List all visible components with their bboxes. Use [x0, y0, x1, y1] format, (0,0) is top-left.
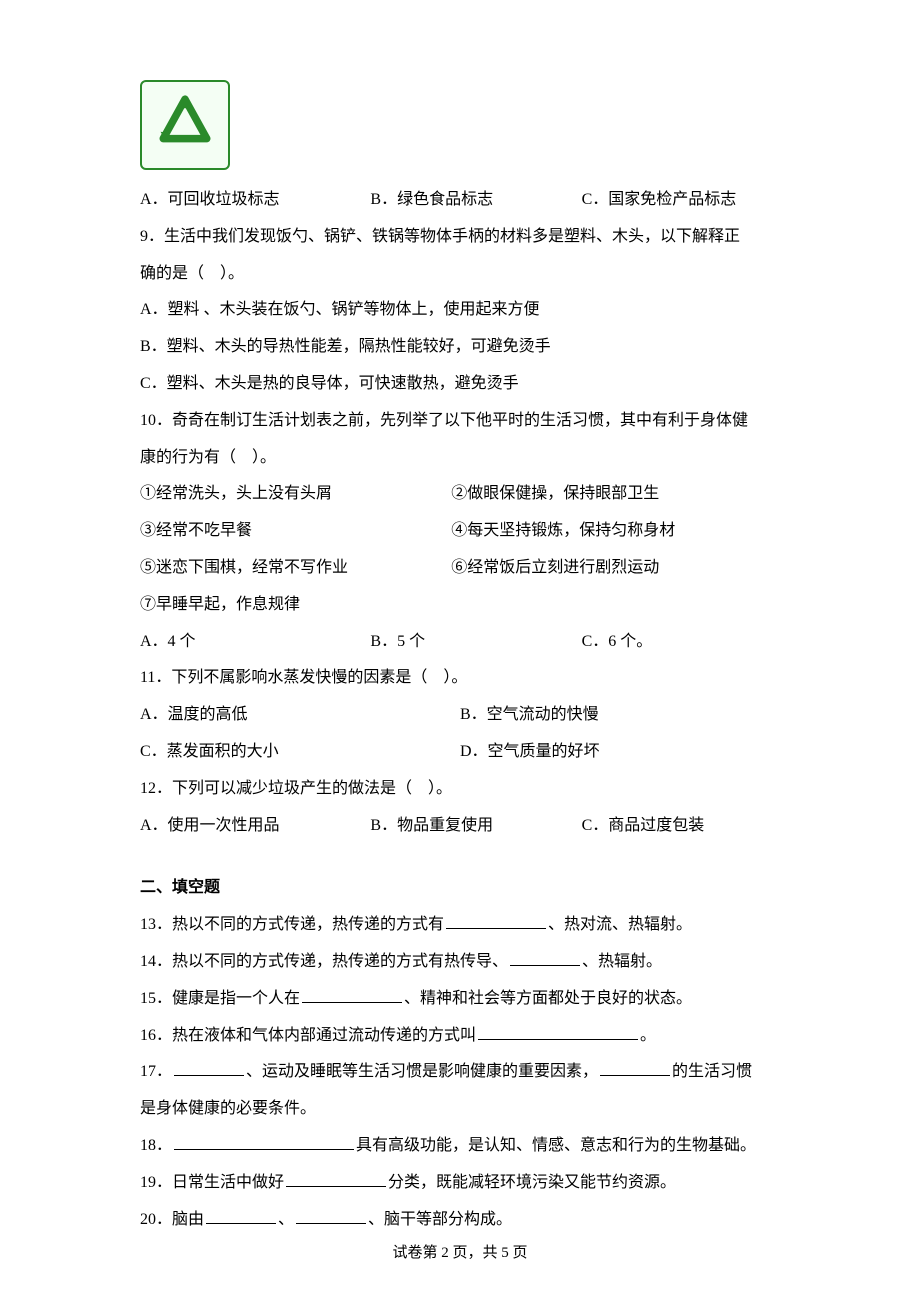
q10-item7: ⑦早睡早起，作息规律 [140, 587, 780, 624]
page-footer: 试卷第 2 页，共 5 页 [0, 1241, 920, 1262]
q10-item5: ⑤迷恋下围棋，经常不写作业 [140, 550, 447, 587]
q17-line1: 17． 、运动及睡眠等生活习惯是影响健康的重要因素， 的生活习惯 [140, 1054, 780, 1091]
q15: 15．健康是指一个人在 、精神和社会等方面都处于良好的状态。 [140, 981, 780, 1018]
q15-blank [302, 987, 402, 1003]
q10-row3: ⑤迷恋下围棋，经常不写作业 ⑥经常饭后立刻进行剧烈运动 [140, 550, 780, 587]
q15-a: 15．健康是指一个人在 [140, 990, 300, 1007]
section-2-title: 二、填空题 [140, 870, 780, 907]
q15-b: 、精神和社会等方面都处于良好的状态。 [404, 990, 692, 1007]
q13: 13．热以不同的方式传递，热传递的方式有 、热对流、热辐射。 [140, 907, 780, 944]
q14-a: 14．热以不同的方式传递，热传递的方式有热传导、 [140, 953, 508, 970]
q9-opt-b: B．塑料、木头的导热性能差，隔热性能较好，可避免烫手 [140, 329, 780, 366]
q10-opt-c: C．6 个。 [582, 624, 780, 661]
q18-b: 具有高级功能，是认知、情感、意志和行为的生物基础。 [356, 1137, 756, 1154]
recycle-triangle-icon [151, 91, 219, 159]
q20-c: 、脑干等部分构成。 [368, 1211, 512, 1228]
q9-stem-2: 确的是（ ）。 [140, 256, 780, 293]
q11-stem: 11．下列不属影响水蒸发快慢的因素是（ ）。 [140, 660, 780, 697]
q13-blank [446, 913, 546, 929]
recycle-icon [140, 80, 230, 170]
q10-item2: ②做眼保健操，保持眼部卫生 [451, 485, 659, 502]
q16-blank [478, 1024, 638, 1040]
q12-opt-a: A．使用一次性用品 [140, 808, 370, 845]
q8-opt-c: C．国家免检产品标志 [582, 182, 780, 219]
q11-opt-b: B．空气流动的快慢 [460, 697, 780, 734]
q11-opt-d: D．空气质量的好坏 [460, 734, 780, 771]
q17-line2: 是身体健康的必要条件。 [140, 1091, 780, 1128]
q16: 16．热在液体和气体内部通过流动传递的方式叫 。 [140, 1018, 780, 1055]
q17-b: 、运动及睡眠等生活习惯是影响健康的重要因素， [246, 1063, 598, 1080]
q16-a: 16．热在液体和气体内部通过流动传递的方式叫 [140, 1027, 476, 1044]
q8-opt-a: A．可回收垃圾标志 [140, 182, 370, 219]
q10-item6: ⑥经常饭后立刻进行剧烈运动 [451, 559, 659, 576]
q11-opt-c: C．蒸发面积的大小 [140, 734, 460, 771]
q20: 20．脑由 、 、脑干等部分构成。 [140, 1202, 780, 1239]
q14-blank [510, 950, 580, 966]
q12-opt-b: B．物品重复使用 [370, 808, 581, 845]
q10-item3: ③经常不吃早餐 [140, 513, 447, 550]
page-content: A．可回收垃圾标志 B．绿色食品标志 C．国家免检产品标志 9．生活中我们发现饭… [0, 0, 920, 1278]
q10-opt-a: A．4 个 [140, 624, 370, 661]
q19-a: 19．日常生活中做好 [140, 1174, 284, 1191]
q10-stem-2: 康的行为有（ ）。 [140, 440, 780, 477]
q12-opt-c: C．商品过度包装 [582, 808, 780, 845]
q10-row1: ①经常洗头，头上没有头屑 ②做眼保健操，保持眼部卫生 [140, 476, 780, 513]
q10-options: A．4 个 B．5 个 C．6 个。 [140, 624, 780, 661]
q8-options: A．可回收垃圾标志 B．绿色食品标志 C．国家免检产品标志 [140, 182, 780, 219]
q9-stem-1: 9．生活中我们发现饭勺、锅铲、铁锅等物体手柄的材料多是塑料、木头，以下解释正 [140, 219, 780, 256]
q11-options: A．温度的高低 B．空气流动的快慢 C．蒸发面积的大小 D．空气质量的好坏 [140, 697, 780, 771]
q10-row2: ③经常不吃早餐 ④每天坚持锻炼，保持匀称身材 [140, 513, 780, 550]
q12-stem: 12．下列可以减少垃圾产生的做法是（ ）。 [140, 771, 780, 808]
q19: 19．日常生活中做好 分类，既能减轻环境污染又能节约资源。 [140, 1165, 780, 1202]
q20-blank1 [206, 1208, 276, 1224]
q18-blank [174, 1134, 354, 1150]
q18-a: 18． [140, 1137, 172, 1154]
q12-options: A．使用一次性用品 B．物品重复使用 C．商品过度包装 [140, 808, 780, 845]
q17-blank1 [174, 1060, 244, 1076]
q14: 14．热以不同的方式传递，热传递的方式有热传导、 、热辐射。 [140, 944, 780, 981]
q17-a: 17． [140, 1063, 172, 1080]
q20-blank2 [296, 1208, 366, 1224]
q19-blank [286, 1171, 386, 1187]
q10-item4: ④每天坚持锻炼，保持匀称身材 [451, 522, 675, 539]
q18: 18． 具有高级功能，是认知、情感、意志和行为的生物基础。 [140, 1128, 780, 1165]
q17-blank2 [600, 1060, 670, 1076]
q11-opt-a: A．温度的高低 [140, 697, 460, 734]
q16-b: 。 [640, 1027, 656, 1044]
q20-a: 20．脑由 [140, 1211, 204, 1228]
q10-opt-b: B．5 个 [370, 624, 581, 661]
q19-b: 分类，既能减轻环境污染又能节约资源。 [388, 1174, 676, 1191]
q8-opt-b: B．绿色食品标志 [370, 182, 581, 219]
q13-b: 、热对流、热辐射。 [548, 916, 692, 933]
q10-stem-1: 10．奇奇在制订生活计划表之前，先列举了以下他平时的生活习惯，其中有利于身体健 [140, 403, 780, 440]
q20-b: 、 [278, 1211, 294, 1228]
q14-b: 、热辐射。 [582, 953, 662, 970]
q9-opt-c: C．塑料、木头是热的良导体，可快速散热，避免烫手 [140, 366, 780, 403]
q10-item1: ①经常洗头，头上没有头屑 [140, 476, 447, 513]
q9-opt-a: A．塑料 、木头装在饭勺、锅铲等物体上，使用起来方便 [140, 292, 780, 329]
q17-c: 的生活习惯 [672, 1063, 752, 1080]
q13-a: 13．热以不同的方式传递，热传递的方式有 [140, 916, 444, 933]
